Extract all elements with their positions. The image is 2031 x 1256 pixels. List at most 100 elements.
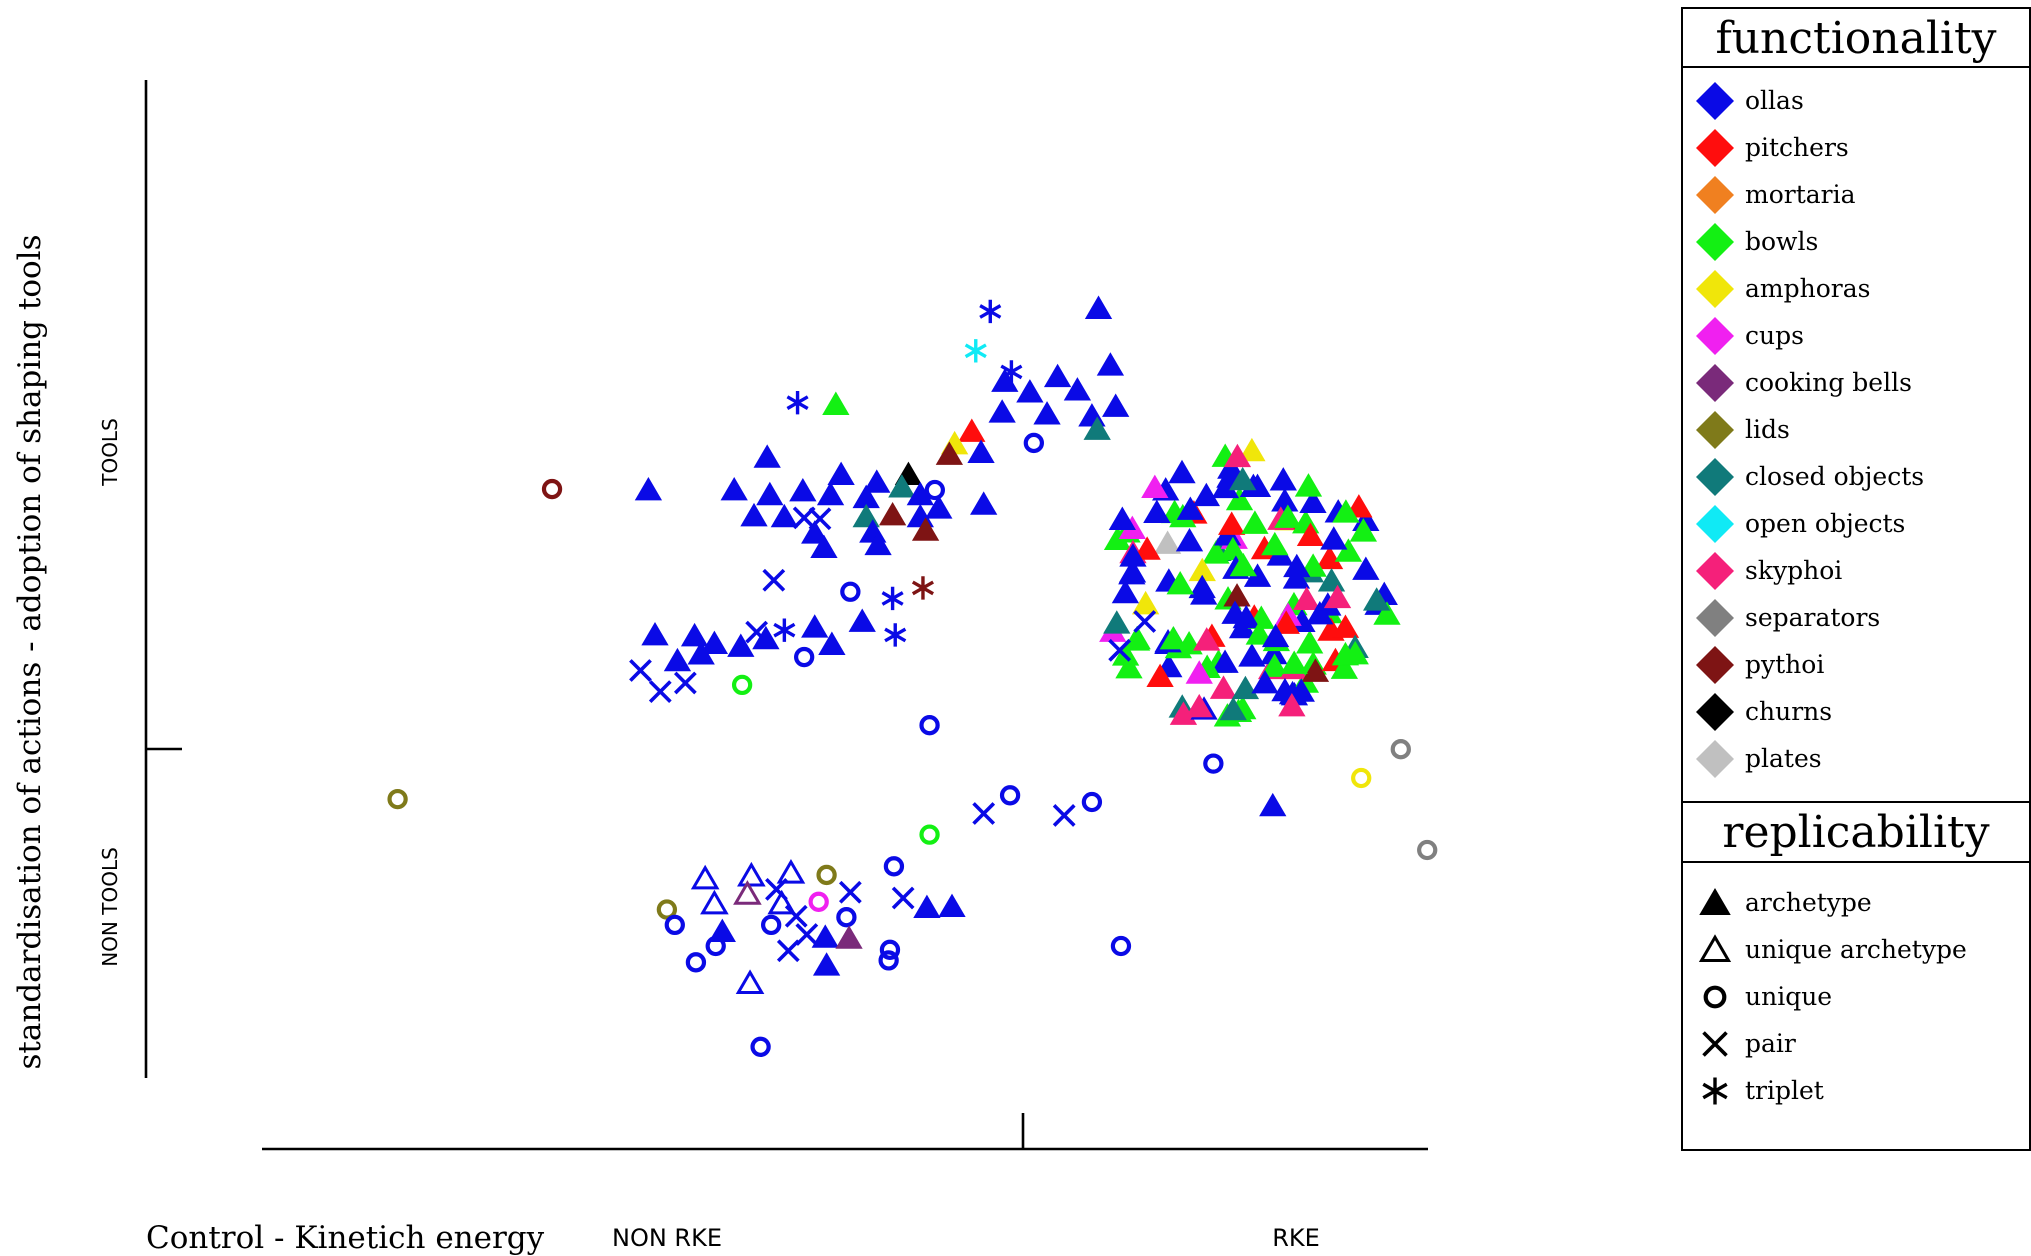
data-point (1245, 621, 1273, 645)
data-point (1351, 767, 1372, 789)
data-point (1219, 696, 1247, 721)
data-point (1261, 531, 1289, 556)
data-point (629, 659, 652, 682)
legend-item-mortaria: mortaria (1696, 176, 1856, 214)
data-point (673, 671, 697, 695)
data-point (879, 939, 901, 961)
data-point (1192, 482, 1221, 507)
legend-label: lids (1745, 415, 1790, 444)
data-point (891, 886, 915, 910)
legend-swatch (1696, 740, 1734, 778)
data-point (1143, 499, 1171, 524)
data-point (1269, 467, 1297, 491)
data-point (1016, 379, 1044, 403)
data-point (1176, 496, 1204, 520)
data-point (1296, 522, 1325, 547)
data-point (1133, 610, 1157, 633)
data-point (1341, 640, 1369, 665)
data-point (1223, 583, 1251, 607)
data-point (881, 586, 904, 611)
data-point (1185, 693, 1213, 718)
data-point (836, 907, 857, 928)
data-point (888, 474, 916, 498)
y-category-tools: TOOLS (98, 418, 122, 487)
data-point (1175, 528, 1204, 552)
data-point (1188, 557, 1216, 582)
data-point (812, 952, 841, 976)
data-point (792, 506, 816, 530)
data-point (822, 391, 850, 415)
data-point (1294, 473, 1323, 497)
data-point (801, 520, 829, 544)
data-point (1078, 403, 1106, 427)
data-point (924, 479, 946, 501)
legend-item-skyphoi: skyphoi (1696, 552, 1842, 590)
data-point (793, 646, 815, 668)
data-point (1218, 511, 1246, 535)
data-point (1131, 590, 1160, 615)
data-point (816, 481, 845, 506)
legend-item-closed-objects: closed objects (1696, 458, 1924, 496)
data-point (1229, 552, 1257, 577)
data-point (752, 625, 780, 650)
data-point (911, 576, 934, 600)
data-point (1223, 443, 1252, 468)
data-point (818, 631, 846, 655)
data-point (753, 444, 781, 468)
data-point (1331, 614, 1360, 638)
legend-swatch (1696, 552, 1734, 590)
data-point (1332, 499, 1360, 523)
data-point (648, 680, 672, 703)
data-point (1096, 352, 1125, 376)
legend-label: open objects (1745, 509, 1905, 538)
open-triangle-icon (1698, 934, 1732, 962)
data-point (1241, 510, 1269, 534)
data-point (1084, 295, 1113, 319)
legend-label: bowls (1745, 227, 1818, 256)
data-point (795, 923, 819, 946)
data-point (1153, 530, 1182, 554)
legend-item-pair: pair (1702, 1029, 1796, 1058)
data-point (919, 715, 940, 736)
data-point (1278, 693, 1306, 717)
data-point (911, 517, 940, 541)
legend-swatch (1696, 458, 1734, 496)
x-category-non-rke: NON RKE (612, 1224, 722, 1252)
data-point (687, 641, 715, 665)
data-point (972, 802, 996, 825)
data-point (1349, 518, 1378, 542)
legend-swatch (1696, 82, 1734, 120)
data-point (760, 914, 782, 936)
legend-functionality-title: functionality (1715, 13, 1996, 64)
data-point (810, 534, 838, 558)
data-point (970, 491, 998, 515)
data-point (720, 477, 748, 501)
data-point (700, 889, 729, 915)
x-category-rke: RKE (1272, 1224, 1320, 1252)
data-point (1063, 377, 1092, 401)
data-point (1052, 804, 1076, 827)
legend-label: unique archetype (1745, 935, 1967, 964)
x-axis-label: Control - Kinetich energy (146, 1220, 545, 1256)
data-point (1323, 584, 1352, 609)
data-point (1043, 363, 1072, 388)
data-point (784, 904, 808, 928)
data-point (919, 824, 940, 845)
data-point (1301, 658, 1330, 682)
data-point (816, 864, 837, 886)
legend-swatch (1696, 646, 1734, 684)
legend-item-archetype: archetype (1699, 888, 1872, 917)
legend-item-ollas: ollas (1696, 82, 1804, 120)
data-point (863, 469, 891, 493)
data-point (1373, 601, 1401, 625)
data-point (1280, 650, 1308, 674)
legend-item-triplet: triplet (1702, 1076, 1824, 1105)
data-point (1352, 507, 1380, 531)
data-point (740, 502, 768, 527)
legend-label: cups (1745, 321, 1804, 350)
legend-item-pythoi: pythoi (1696, 646, 1824, 684)
legend-item-lids: lids (1696, 411, 1790, 449)
data-point (1188, 574, 1216, 599)
data-point (1166, 570, 1194, 595)
